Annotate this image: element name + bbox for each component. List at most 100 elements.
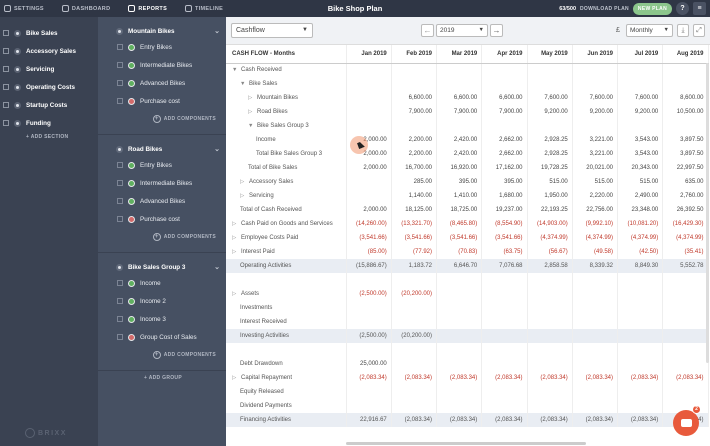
next-year-button[interactable]: → (490, 24, 503, 37)
table-cell[interactable]: (13,321.70) (391, 217, 438, 231)
sidebar-section[interactable]: Bike Sales (0, 24, 98, 42)
table-cell[interactable] (346, 343, 392, 357)
table-cell[interactable] (481, 301, 528, 315)
table-cell[interactable] (346, 399, 392, 413)
row-label[interactable]: ▷ Accessory Sales (226, 175, 347, 189)
component-item[interactable]: Entry Bikes (98, 38, 226, 56)
table-cell[interactable]: 2,000.00 (346, 203, 392, 217)
caret-right-icon[interactable]: ▷ (240, 179, 245, 185)
component-item[interactable]: Intermediate Bikes (98, 56, 226, 74)
chevron-down-icon[interactable]: ⌄ (214, 28, 220, 35)
add-group-button[interactable]: + ADD GROUP (144, 375, 182, 381)
table-cell[interactable] (662, 119, 709, 133)
table-cell[interactable]: (4,374.99) (617, 231, 664, 245)
table-cell[interactable]: 22,997.50 (662, 161, 709, 175)
sidebar-section[interactable]: Accessory Sales (0, 42, 98, 60)
table-cell[interactable] (346, 385, 392, 399)
row-label[interactable]: ▷ Servicing (226, 189, 347, 203)
table-cell[interactable]: 18,125.00 (391, 203, 438, 217)
table-cell[interactable]: (2,083.34) (436, 371, 483, 385)
table-cell[interactable]: (35.41) (662, 245, 709, 259)
table-cell[interactable]: 3,543.00 (617, 133, 664, 147)
table-cell[interactable]: 515.00 (617, 175, 664, 189)
table-cell[interactable]: (2,083.34) (662, 371, 709, 385)
table-cell[interactable] (391, 273, 438, 287)
table-cell[interactable] (662, 77, 709, 91)
table-cell[interactable]: 26,392.50 (662, 203, 709, 217)
table-cell[interactable]: 2,220.00 (572, 189, 619, 203)
table-cell[interactable]: (20,200.00) (391, 287, 438, 301)
sidebar-section[interactable]: Startup Costs (0, 96, 98, 114)
table-cell[interactable] (617, 63, 664, 77)
table-cell[interactable] (436, 77, 483, 91)
caret-right-icon[interactable]: ▷ (248, 109, 253, 115)
table-cell[interactable] (391, 301, 438, 315)
year-select[interactable]: 2019 ▼ (436, 24, 488, 37)
table-cell[interactable] (527, 315, 573, 329)
table-cell[interactable] (391, 315, 438, 329)
row-label[interactable]: ▼ Bike Sales Group 3 (226, 119, 347, 133)
table-cell[interactable]: 1,410.00 (436, 189, 483, 203)
table-cell[interactable]: (2,500.00) (346, 287, 392, 301)
table-cell[interactable]: (2,083.34) (527, 413, 573, 427)
table-cell[interactable] (391, 77, 438, 91)
table-cell[interactable] (481, 63, 528, 77)
table-cell[interactable] (527, 273, 573, 287)
component-item[interactable]: Advanced Bikes (98, 74, 226, 92)
caret-down-icon[interactable]: ▼ (248, 123, 254, 129)
row-label[interactable]: ▷ Cash Paid on Goods and Services (226, 217, 347, 231)
table-cell[interactable]: 6,646.70 (436, 259, 483, 273)
table-cell[interactable]: 2,000.00 (346, 161, 392, 175)
table-cell[interactable]: 635.00 (662, 175, 709, 189)
table-cell[interactable]: 22,916.67 (346, 413, 392, 427)
table-cell[interactable]: (49.58) (572, 245, 619, 259)
table-cell[interactable] (346, 175, 392, 189)
caret-right-icon[interactable]: ▷ (232, 249, 237, 255)
component-checkbox[interactable] (117, 80, 123, 86)
table-cell[interactable] (572, 399, 619, 413)
table-cell[interactable]: 2,928.25 (527, 133, 573, 147)
table-cell[interactable]: 19,728.25 (527, 161, 573, 175)
group-header[interactable]: Bike Sales Group 3 ⌄ (98, 261, 226, 274)
table-cell[interactable]: 7,900.00 (391, 105, 438, 119)
table-cell[interactable] (572, 119, 619, 133)
table-cell[interactable] (481, 273, 528, 287)
table-cell[interactable]: 8,339.32 (572, 259, 619, 273)
table-cell[interactable] (481, 343, 528, 357)
table-cell[interactable] (391, 343, 438, 357)
section-checkbox[interactable] (3, 120, 9, 126)
table-cell[interactable] (572, 329, 619, 343)
sidebar-section[interactable]: Operating Costs (0, 78, 98, 96)
table-cell[interactable] (391, 357, 438, 371)
table-cell[interactable]: (20,200.00) (391, 329, 438, 343)
row-label[interactable]: ▷ Road Bikes (226, 105, 347, 119)
table-cell[interactable]: 3,543.00 (617, 147, 664, 161)
table-cell[interactable]: 25,000.00 (346, 357, 392, 371)
table-cell[interactable]: 22,193.25 (527, 203, 573, 217)
table-cell[interactable] (436, 287, 483, 301)
table-cell[interactable]: 20,343.00 (617, 161, 664, 175)
component-checkbox[interactable] (117, 180, 123, 186)
table-cell[interactable] (662, 357, 709, 371)
table-cell[interactable] (346, 105, 392, 119)
table-cell[interactable]: 7,600.00 (617, 91, 664, 105)
table-cell[interactable]: (2,083.34) (346, 371, 392, 385)
table-cell[interactable]: 10,500.00 (662, 105, 709, 119)
table-cell[interactable]: 16,700.00 (391, 161, 438, 175)
table-cell[interactable]: 17,162.00 (481, 161, 528, 175)
table-cell[interactable] (527, 329, 573, 343)
table-cell[interactable] (617, 301, 664, 315)
table-cell[interactable] (662, 273, 709, 287)
table-cell[interactable] (572, 63, 619, 77)
table-cell[interactable]: (16,429.30) (662, 217, 709, 231)
table-cell[interactable]: 22,756.00 (572, 203, 619, 217)
table-cell[interactable]: (2,083.34) (481, 371, 528, 385)
table-cell[interactable]: 1,140.00 (391, 189, 438, 203)
sidebar-section[interactable]: Funding (0, 114, 98, 132)
table-cell[interactable]: 2,200.00 (391, 147, 438, 161)
sidebar-section[interactable]: Servicing (0, 60, 98, 78)
table-cell[interactable] (527, 399, 573, 413)
table-cell[interactable] (617, 315, 664, 329)
table-cell[interactable]: (2,083.34) (481, 413, 528, 427)
component-checkbox[interactable] (117, 62, 123, 68)
